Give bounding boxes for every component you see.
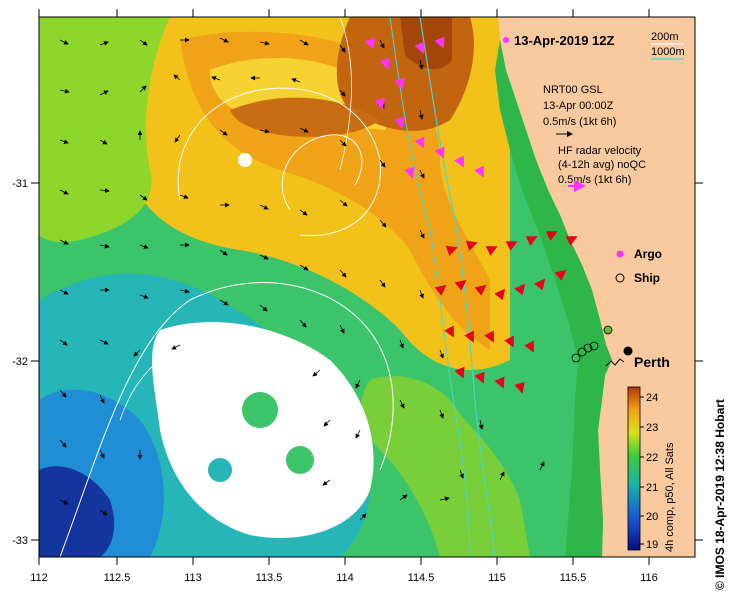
land-mass xyxy=(498,17,695,557)
x-tick-label: 114 xyxy=(336,572,354,584)
colorbar-tick-label: 21 xyxy=(646,482,658,494)
argo-legend-icon xyxy=(616,250,624,258)
x-tick-label: 115.5 xyxy=(560,572,587,584)
city-label: Perth xyxy=(634,354,670,370)
colorbar-tick-label: 22 xyxy=(646,452,658,464)
colorbar-tick-label: 23 xyxy=(646,422,658,434)
depth-legend-1000m: 1000m xyxy=(651,46,685,58)
colorbar-label: 4h comp, p50, All Sats xyxy=(664,442,676,552)
perth-river xyxy=(605,358,625,367)
model-scale: 0.5m/s (1kt 6h) xyxy=(543,116,616,128)
x-tick-label: 112 xyxy=(30,572,48,584)
colorbar-tick-label: 19 xyxy=(646,539,658,551)
radar-label: HF radar velocity xyxy=(558,145,642,157)
argo-vectors xyxy=(364,36,484,179)
x-tick-label: 113 xyxy=(184,572,202,584)
title-marker-icon xyxy=(503,37,509,43)
argo-legend-label: Argo xyxy=(634,247,662,261)
coastal-shelf xyxy=(495,40,612,557)
x-tick-label: 116 xyxy=(640,572,658,584)
x-tick-label: 114.5 xyxy=(408,572,435,584)
isobath-contours xyxy=(59,17,496,557)
radar-qc: (4-12h avg) noQC xyxy=(558,159,646,171)
colorbar-ticks xyxy=(640,396,644,545)
map-title: 13-Apr-2019 12Z xyxy=(514,33,614,48)
y-tick-label: -32 xyxy=(12,356,28,368)
y-axis-ticks xyxy=(31,182,703,541)
ship-tracks xyxy=(571,325,613,363)
x-tick-label: 112.5 xyxy=(104,572,131,584)
plot-frame xyxy=(38,16,696,558)
radar-vectors xyxy=(434,231,578,394)
ship-legend-icon xyxy=(615,273,625,283)
perth-marker-icon xyxy=(623,346,633,356)
x-axis-ticks xyxy=(38,9,650,565)
x-tick-label: 115 xyxy=(488,572,506,584)
model-label: NRT00 GSL xyxy=(543,84,603,96)
colorbar-tick-label: 24 xyxy=(646,392,658,404)
ship-legend-label: Ship xyxy=(634,271,660,285)
model-time: 13-Apr 00:00Z xyxy=(543,100,614,112)
colorbar xyxy=(627,386,641,551)
depth-legend-200m: 200m xyxy=(651,31,679,43)
y-tick-label: -33 xyxy=(12,535,28,547)
credit-text: © IMOS 18-Apr-2019 12:38 Hobart xyxy=(713,399,727,590)
x-tick-label: 113.5 xyxy=(256,572,283,584)
model-current-vectors xyxy=(59,37,545,521)
y-tick-label: -31 xyxy=(12,178,28,190)
colorbar-tick-label: 20 xyxy=(646,511,658,523)
radar-scale: 0.5m/s (1kt 6h) xyxy=(558,174,631,186)
